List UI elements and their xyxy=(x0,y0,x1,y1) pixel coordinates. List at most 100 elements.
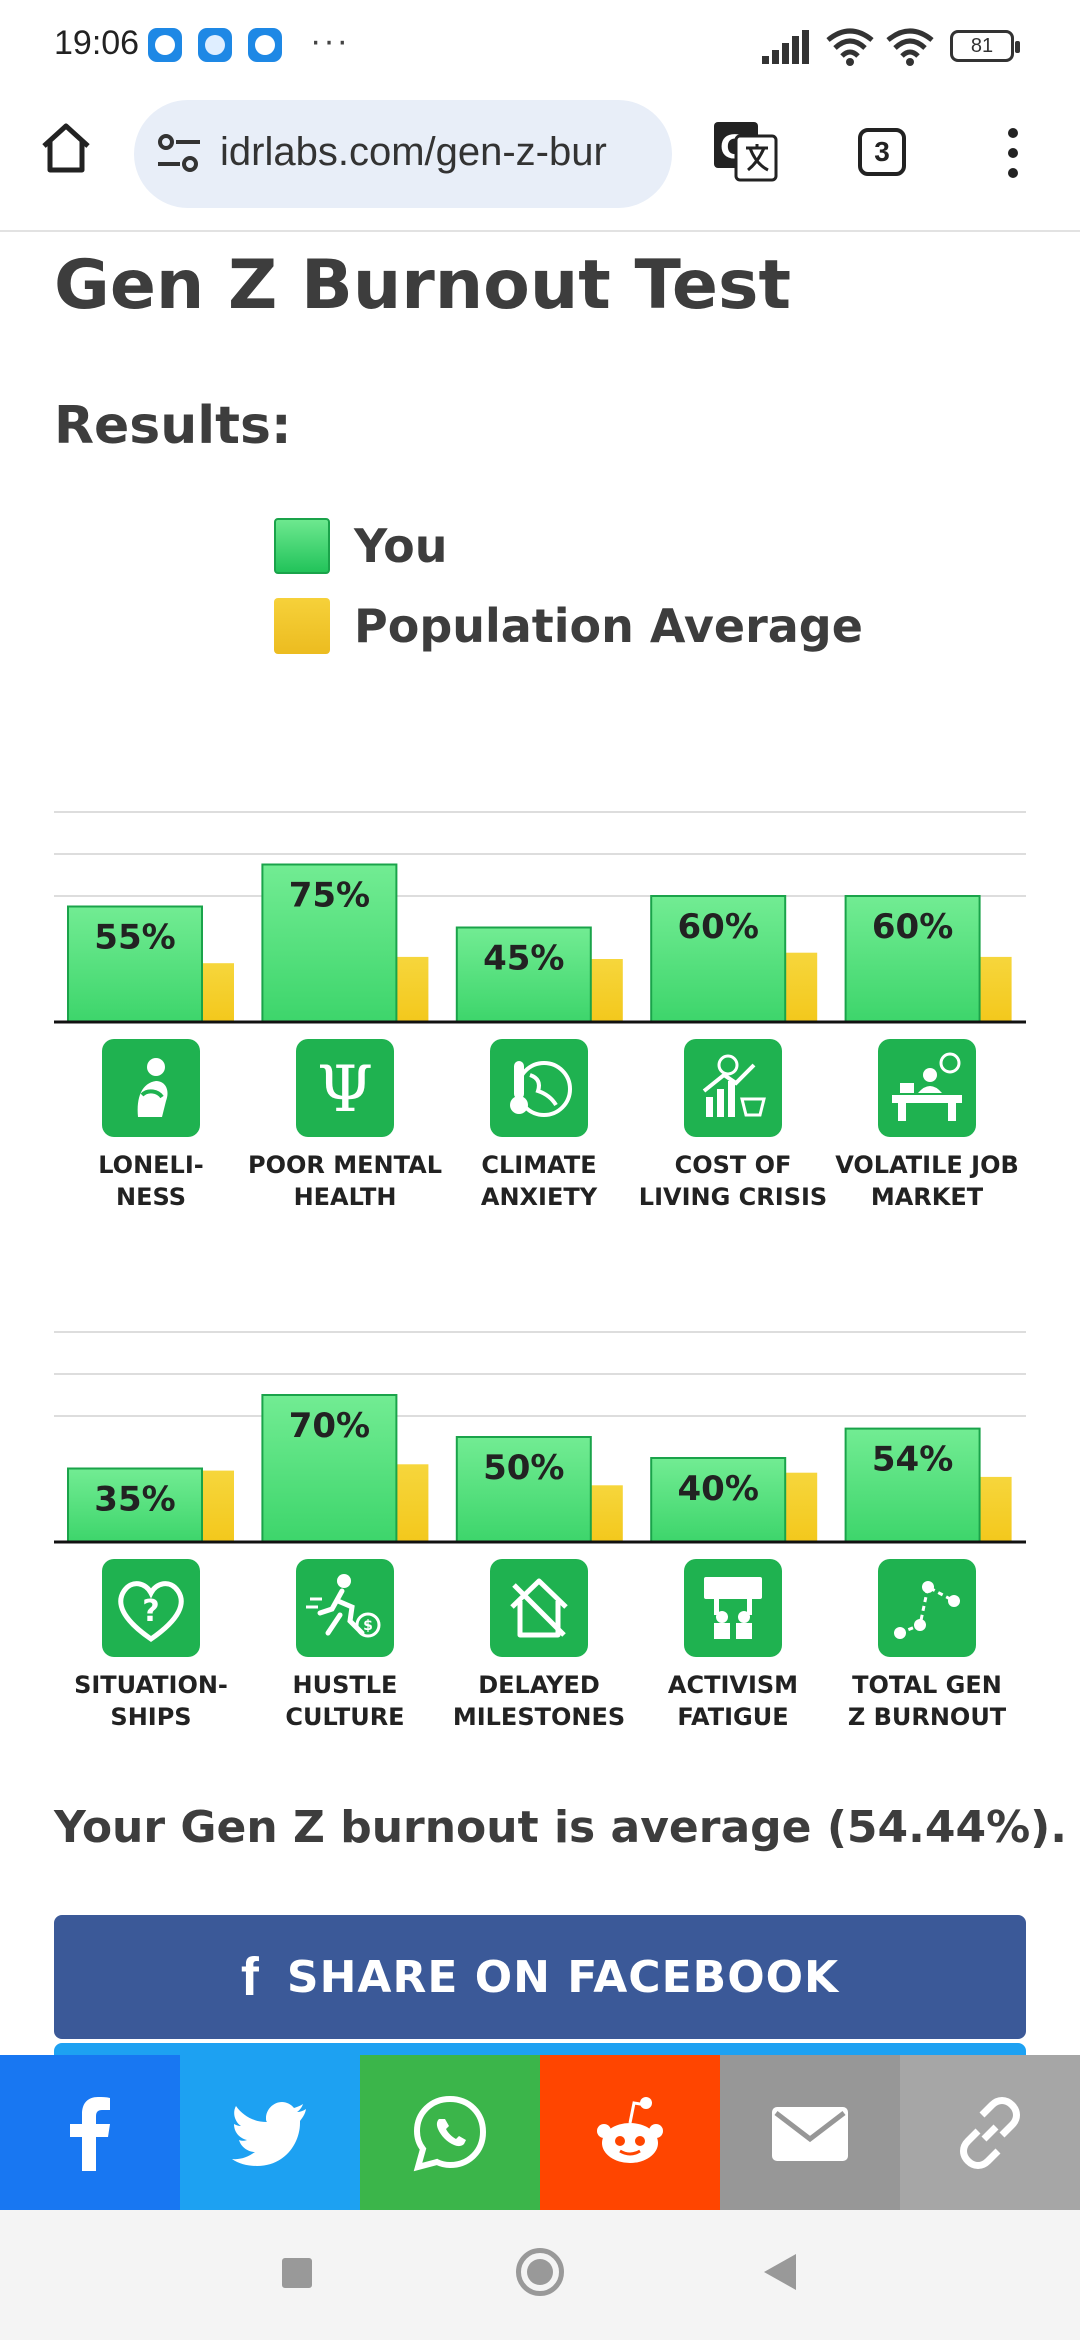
category-delayed-milestones: DELAYED MILESTONES xyxy=(442,1559,636,1733)
notification-icon xyxy=(148,28,182,62)
you-bar xyxy=(650,895,787,1023)
reddit-icon xyxy=(597,2096,663,2163)
burnout-summary: Your Gen Z burnout is average (54.44%). xyxy=(54,1802,1068,1853)
share-link-button[interactable] xyxy=(900,2055,1080,2210)
status-time: 19:06 xyxy=(54,24,140,62)
you-bar xyxy=(67,905,203,1023)
legend-you: You xyxy=(274,518,447,574)
population-bar xyxy=(589,1485,623,1542)
category-label: LONELI- NESS xyxy=(98,1151,204,1211)
back-button[interactable] xyxy=(764,2254,796,2290)
bar-value-label: 35% xyxy=(94,1480,175,1520)
category-label: CLIMATE ANXIETY xyxy=(480,1151,598,1211)
browser-toolbar: idrlabs.com/gen-z-bur G 3 xyxy=(0,92,1080,232)
battery-level: 81 xyxy=(970,35,994,57)
wifi-icon xyxy=(826,28,874,66)
bar-chart-1: 55% 75% 45% 60% 60% xyxy=(54,811,1026,1024)
bar-value-label: 55% xyxy=(94,918,175,958)
wifi-icon xyxy=(886,28,934,66)
category-cost-of-living: COST OF LIVING CRISIS xyxy=(636,1039,830,1213)
recents-button[interactable] xyxy=(282,2258,312,2288)
bar-value-label: 60% xyxy=(678,907,759,947)
share-on-facebook-button[interactable]: f SHARE ON FACEBOOK xyxy=(54,1915,1026,2039)
share-twitter-button[interactable] xyxy=(180,2055,360,2210)
bar-value-label: 70% xyxy=(289,1406,370,1446)
category-activism-fatigue: ACTIVISM FATIGUE xyxy=(636,1559,830,1733)
link-icon xyxy=(960,2096,1020,2169)
category-total-burnout: TOTAL GEN Z BURNOUT xyxy=(830,1559,1024,1733)
notification-icon xyxy=(248,28,282,62)
bar-value-label: 40% xyxy=(678,1469,759,1509)
share-whatsapp-button[interactable] xyxy=(360,2055,540,2210)
category-hustle-culture: $ HUSTLE CULTURE xyxy=(248,1559,442,1733)
population-bar xyxy=(978,956,1012,1022)
home-icon[interactable] xyxy=(38,120,94,176)
category-label: HUSTLE CULTURE xyxy=(285,1671,405,1731)
site-settings-icon[interactable] xyxy=(156,132,202,176)
category-volatile-job-market: VOLATILE JOB MARKET xyxy=(830,1039,1024,1213)
cost-of-living-icon xyxy=(684,1039,782,1137)
population-bar xyxy=(784,1472,818,1542)
email-icon xyxy=(772,2106,848,2161)
category-label: COST OF LIVING CRISIS xyxy=(638,1151,828,1211)
legend-label-you: You xyxy=(354,519,448,573)
you-bar xyxy=(455,1436,592,1543)
address-bar[interactable]: idrlabs.com/gen-z-bur xyxy=(134,100,672,208)
system-navigation-bar xyxy=(0,2210,1080,2340)
you-bar xyxy=(261,1394,398,1543)
battery-icon: 81 xyxy=(950,30,1020,62)
home-button[interactable] xyxy=(516,2248,564,2296)
you-bar xyxy=(261,863,398,1023)
you-bar xyxy=(650,1457,787,1543)
tab-switcher-button[interactable]: 3 xyxy=(858,128,906,176)
category-label: VOLATILE JOB MARKET xyxy=(835,1151,1019,1211)
category-climate-anxiety: CLIMATE ANXIETY xyxy=(442,1039,636,1213)
population-bar xyxy=(201,963,234,1022)
category-label: ACTIVISM FATIGUE xyxy=(667,1671,799,1731)
twitter-icon xyxy=(232,2101,306,2166)
loneliness-icon xyxy=(102,1039,200,1137)
bar-value-label: 45% xyxy=(483,939,564,979)
heart-question-icon: ? xyxy=(102,1559,200,1657)
notification-icon xyxy=(198,28,232,62)
svg-text:Ψ: Ψ xyxy=(317,1053,373,1127)
legend-swatch-you xyxy=(274,518,330,574)
menu-icon[interactable] xyxy=(1000,128,1026,180)
hustle-icon: $ xyxy=(296,1559,394,1657)
results-heading: Results: xyxy=(54,396,292,456)
you-bar xyxy=(844,895,981,1023)
more-notifications-icon: ··· xyxy=(310,22,350,60)
status-bar: 19:06 ··· 81 xyxy=(0,0,1080,92)
psi-icon: Ψ xyxy=(296,1039,394,1137)
population-bar xyxy=(589,959,623,1022)
translate-icon[interactable]: G xyxy=(712,120,778,182)
share-facebook-button[interactable] xyxy=(0,2055,180,2210)
you-bar xyxy=(455,926,592,1023)
climate-icon xyxy=(490,1039,588,1137)
house-icon xyxy=(490,1559,588,1657)
category-label: TOTAL GEN Z BURNOUT xyxy=(847,1671,1007,1731)
population-bar xyxy=(784,952,818,1022)
activism-icon xyxy=(684,1559,782,1657)
signal-icon xyxy=(762,30,809,64)
category-label: DELAYED MILESTONES xyxy=(452,1671,626,1731)
share-on-facebook-label: SHARE ON FACEBOOK xyxy=(286,1951,840,2003)
category-label: POOR MENTAL HEALTH xyxy=(248,1151,442,1211)
url-text: idrlabs.com/gen-z-bur xyxy=(220,130,607,174)
bar-value-label: 60% xyxy=(872,907,953,947)
you-bar xyxy=(67,1467,203,1543)
category-poor-mental-health: Ψ POOR MENTAL HEALTH xyxy=(248,1039,442,1213)
population-bar xyxy=(395,1464,429,1542)
share-email-button[interactable] xyxy=(720,2055,900,2210)
category-loneliness: LONELI- NESS xyxy=(54,1039,248,1213)
you-bar xyxy=(844,1427,981,1544)
burnout-graph-icon xyxy=(878,1559,976,1657)
category-label: SITUATION- SHIPS xyxy=(74,1671,228,1731)
share-reddit-button[interactable] xyxy=(540,2055,720,2210)
population-bar xyxy=(978,1476,1012,1542)
bar-chart-2: 35% 70% 50% 40% 54% xyxy=(54,1331,1026,1544)
facebook-icon: f xyxy=(240,1947,259,2007)
chart-panel-1: 55% 75% 45% 60% 60% LONELI- NESS Ψ POOR MENTA… xyxy=(54,712,1026,1232)
legend-population: Population Average xyxy=(274,598,863,654)
